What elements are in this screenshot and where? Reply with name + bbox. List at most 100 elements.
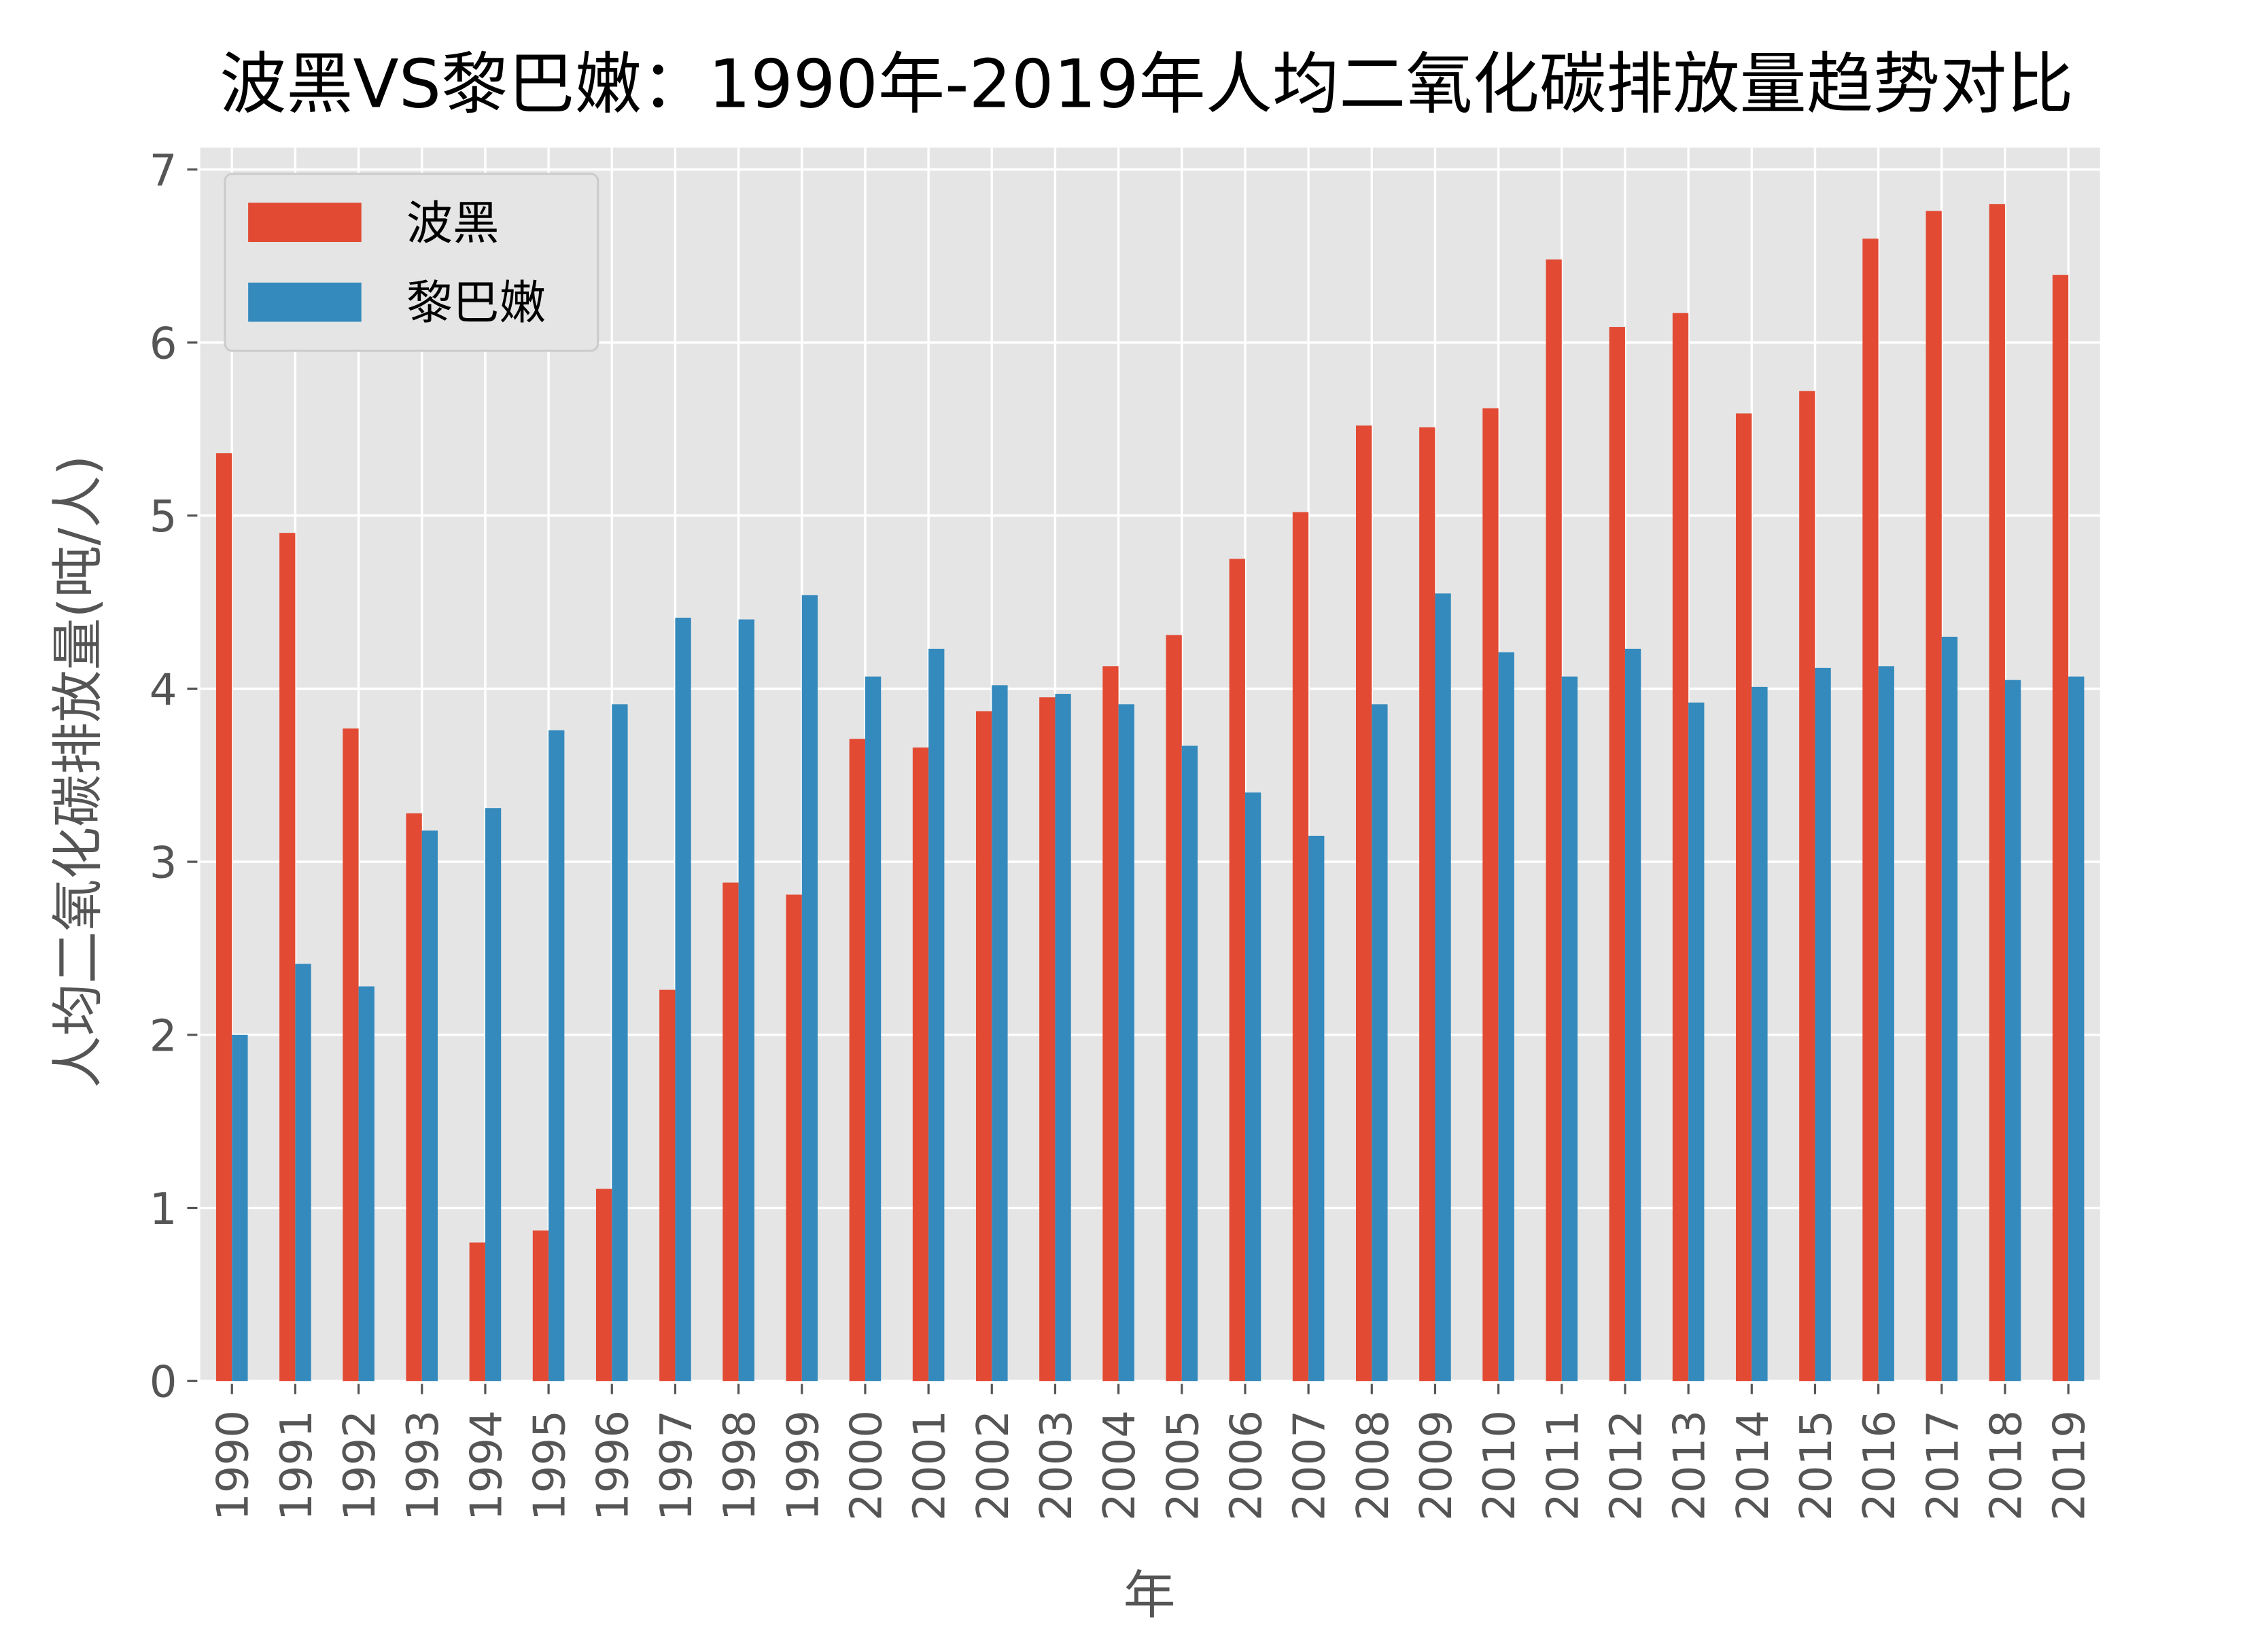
bar-bosnia-2004 (1102, 666, 1119, 1382)
bar-bosnia-2003 (1039, 697, 1056, 1382)
x-tick-label: 1999 (778, 1410, 829, 1521)
bar-lebanon-2015 (1815, 667, 1831, 1382)
bar-bosnia-1994 (469, 1242, 485, 1382)
bar-lebanon-2007 (1308, 835, 1325, 1382)
y-axis-label: 人均二氧化碳排放量(吨/人) (48, 455, 109, 1088)
bar-lebanon-1990 (232, 1034, 248, 1382)
bar-lebanon-2013 (1688, 702, 1705, 1382)
x-tick-label: 1993 (398, 1410, 449, 1521)
bar-bosnia-2014 (1735, 413, 1752, 1382)
x-tick-label: 1996 (589, 1410, 639, 1521)
legend-label-lebanon: 黎巴嫩 (406, 277, 546, 330)
bar-bosnia-2001 (912, 748, 929, 1382)
x-tick-label: 1994 (461, 1410, 512, 1521)
x-tick-label: 2003 (1032, 1410, 1082, 1521)
x-tick-label: 2016 (1855, 1410, 1905, 1521)
bar-lebanon-1993 (421, 830, 438, 1382)
bar-bosnia-2016 (1862, 239, 1879, 1382)
bar-lebanon-1994 (485, 808, 502, 1382)
bar-lebanon-2001 (928, 648, 945, 1382)
bar-lebanon-2016 (1878, 666, 1894, 1382)
bar-bosnia-1993 (406, 813, 422, 1382)
bar-bosnia-2000 (849, 739, 865, 1382)
bar-bosnia-1999 (786, 894, 802, 1382)
bar-lebanon-2000 (865, 676, 882, 1382)
y-tick-label: 1 (150, 1184, 177, 1235)
x-tick-label: 2013 (1665, 1410, 1716, 1521)
x-tick-label: 2009 (1412, 1410, 1462, 1521)
bar-lebanon-2005 (1181, 745, 1198, 1382)
x-tick-label: 2000 (841, 1410, 892, 1521)
bars (215, 204, 2085, 1382)
bar-lebanon-1999 (801, 595, 818, 1382)
plot-area (200, 147, 2100, 1382)
bar-lebanon-1995 (548, 730, 565, 1382)
x-tick-label: 1997 (652, 1410, 702, 1521)
bar-bosnia-2005 (1166, 635, 1182, 1382)
x-tick-label: 2019 (2045, 1410, 2095, 1521)
bar-bosnia-2007 (1292, 512, 1309, 1382)
bar-bosnia-2013 (1672, 313, 1689, 1382)
bar-lebanon-1992 (358, 986, 375, 1382)
y-tick-label: 4 (150, 665, 177, 716)
legend-label-bosnia: 波黑 (406, 197, 500, 251)
x-tick-label: 2004 (1095, 1410, 1145, 1521)
bar-bosnia-2015 (1799, 391, 1815, 1382)
x-tick-label: 2008 (1348, 1410, 1399, 1521)
bar-bosnia-2002 (975, 711, 992, 1382)
x-tick-label: 2014 (1728, 1410, 1779, 1521)
y-axis-ticks: 0 1 2 3 4 5 6 7 (150, 146, 198, 1408)
bar-bosnia-1997 (659, 989, 676, 1382)
x-tick-label: 2001 (905, 1410, 956, 1521)
x-tick-label: 2010 (1475, 1410, 1525, 1521)
bar-bosnia-1996 (595, 1189, 612, 1382)
x-tick-label: 2011 (1538, 1410, 1588, 1521)
bar-bosnia-2017 (1926, 211, 1942, 1382)
chart-title: 波黑VS黎巴嫩：1990年-2019年人均二氧化碳排放量趋势对比 (220, 46, 2073, 123)
bar-bosnia-2010 (1482, 408, 1499, 1382)
bar-bosnia-1992 (343, 728, 359, 1382)
bar-lebanon-2014 (1752, 686, 1768, 1382)
bar-bosnia-1995 (532, 1230, 549, 1382)
y-tick-label: 6 (150, 319, 177, 369)
x-tick-label: 2005 (1158, 1410, 1208, 1521)
bar-lebanon-1996 (612, 704, 628, 1382)
bar-lebanon-2008 (1372, 704, 1388, 1382)
bar-lebanon-2011 (1561, 676, 1578, 1382)
bar-bosnia-1998 (722, 882, 739, 1382)
y-tick-label: 7 (150, 146, 177, 196)
x-tick-label: 1990 (209, 1410, 259, 1521)
bar-lebanon-2004 (1118, 704, 1134, 1382)
legend-swatch-lebanon (248, 282, 362, 322)
x-axis-ticks: 1990 1991 1992 1993 1994 1995 1996 1997 1998 1999… (209, 1384, 2095, 1521)
x-tick-label: 2002 (969, 1410, 1019, 1521)
bar-lebanon-2009 (1435, 593, 1451, 1382)
bar-lebanon-1991 (295, 964, 311, 1382)
x-tick-label: 1992 (335, 1410, 385, 1521)
bar-bosnia-2019 (2052, 275, 2069, 1382)
bar-lebanon-2010 (1498, 652, 1514, 1382)
bar-lebanon-2018 (2004, 680, 2021, 1382)
legend-swatch-bosnia (248, 203, 362, 243)
bar-lebanon-2003 (1055, 694, 1071, 1382)
x-tick-label: 1995 (525, 1410, 576, 1521)
bar-lebanon-2002 (992, 685, 1008, 1382)
x-axis-label: 年 (1124, 1566, 1176, 1626)
y-tick-label: 3 (150, 839, 177, 889)
bar-bosnia-2006 (1229, 559, 1245, 1382)
bar-lebanon-2012 (1624, 648, 1641, 1382)
bar-bosnia-1990 (215, 453, 232, 1382)
y-tick-label: 0 (150, 1358, 177, 1408)
x-tick-label: 2007 (1285, 1410, 1336, 1521)
y-tick-label: 5 (150, 492, 177, 542)
bar-lebanon-2006 (1244, 792, 1261, 1382)
x-tick-label: 2017 (1918, 1410, 1968, 1521)
bar-bosnia-2009 (1419, 427, 1435, 1382)
bar-bosnia-2018 (1989, 204, 2005, 1382)
bar-bosnia-2011 (1546, 259, 1562, 1382)
bar-lebanon-1998 (738, 619, 754, 1382)
x-tick-label: 2006 (1221, 1410, 1272, 1521)
x-tick-label: 2018 (1981, 1410, 2032, 1521)
y-tick-label: 2 (150, 1011, 177, 1061)
bar-lebanon-1997 (675, 617, 691, 1382)
